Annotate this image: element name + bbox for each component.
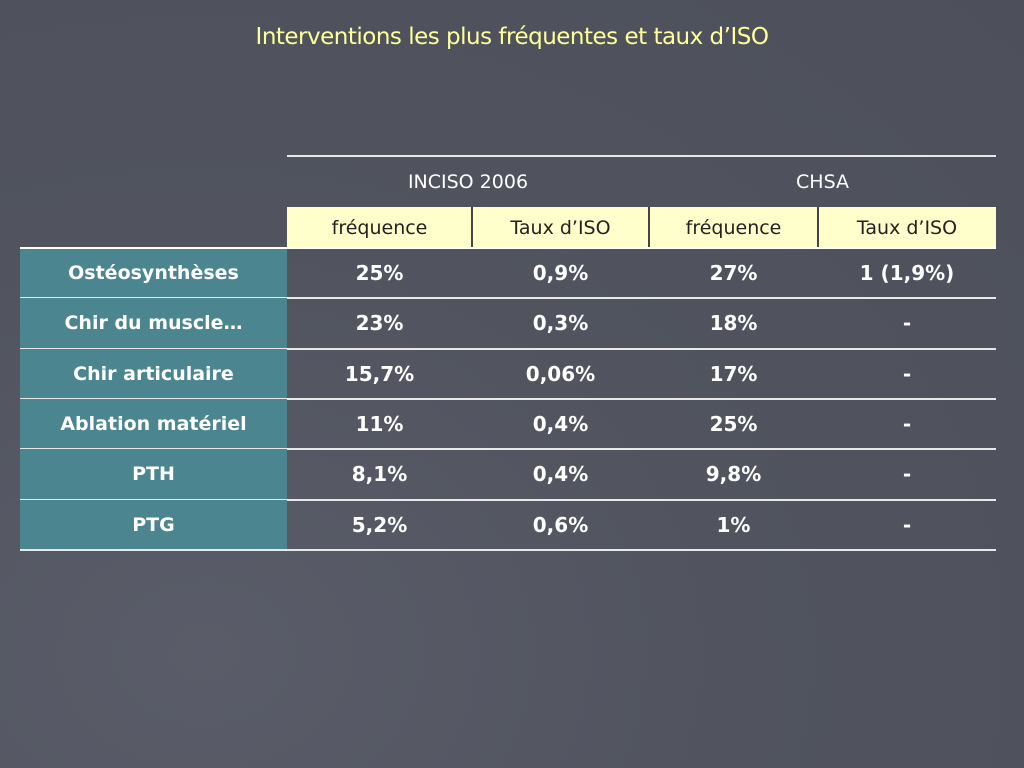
row-divider bbox=[20, 397, 996, 400]
table-cell: 11% bbox=[355, 412, 404, 437]
table-cell: 0,06% bbox=[525, 361, 596, 386]
table-cell: 0,4% bbox=[532, 412, 589, 437]
column-divider bbox=[471, 207, 473, 248]
table-cell: - bbox=[902, 311, 912, 336]
row-divider bbox=[20, 297, 996, 300]
table-cell: 17% bbox=[709, 361, 758, 386]
table-cell: 8,1% bbox=[351, 462, 408, 487]
column-header: Taux d’ISO bbox=[472, 207, 649, 248]
table-cell: 1% bbox=[716, 512, 751, 537]
group-header: INCISO 2006 bbox=[407, 170, 529, 193]
slide-title: Interventions les plus fréquentes et tau… bbox=[255, 24, 769, 50]
column-divider bbox=[817, 207, 819, 248]
table-border bbox=[287, 155, 996, 157]
table-cell: 25% bbox=[355, 261, 404, 286]
row-divider bbox=[20, 498, 996, 501]
table-cell: 15,7% bbox=[344, 361, 415, 386]
row-divider bbox=[20, 347, 996, 350]
column-header: Taux d’ISO bbox=[818, 207, 996, 248]
table-cell: 0,3% bbox=[532, 311, 589, 336]
table-cell: 0,9% bbox=[532, 261, 589, 286]
table-cell: 18% bbox=[709, 311, 758, 336]
group-header: CHSA bbox=[796, 170, 849, 193]
table-cell: - bbox=[902, 462, 912, 487]
table-cell: 23% bbox=[355, 311, 404, 336]
table-cell: - bbox=[902, 512, 912, 537]
table-cell: 25% bbox=[709, 412, 758, 437]
row-label: Ablation matériel bbox=[20, 398, 287, 450]
table-cell: 0,6% bbox=[532, 512, 589, 537]
table-cell: 5,2% bbox=[351, 512, 408, 537]
row-label: Chir du muscle… bbox=[20, 298, 287, 349]
row-divider bbox=[20, 548, 996, 551]
row-label: Ostéosynthèses bbox=[20, 248, 287, 299]
table-cell: 27% bbox=[709, 261, 758, 286]
row-divider bbox=[20, 448, 996, 451]
row-label: PTG bbox=[20, 499, 287, 550]
table-cell: - bbox=[902, 412, 912, 437]
column-divider bbox=[648, 207, 650, 248]
column-header: fréquence bbox=[287, 207, 472, 248]
table-cell: 1 (1,9%) bbox=[859, 261, 955, 286]
table-cell: - bbox=[902, 361, 912, 386]
table-cell: 9,8% bbox=[705, 462, 762, 487]
row-divider bbox=[20, 247, 996, 249]
row-label: Chir articulaire bbox=[20, 348, 287, 399]
column-header: fréquence bbox=[649, 207, 818, 248]
table-cell: 0,4% bbox=[532, 462, 589, 487]
row-label: PTH bbox=[20, 449, 287, 500]
